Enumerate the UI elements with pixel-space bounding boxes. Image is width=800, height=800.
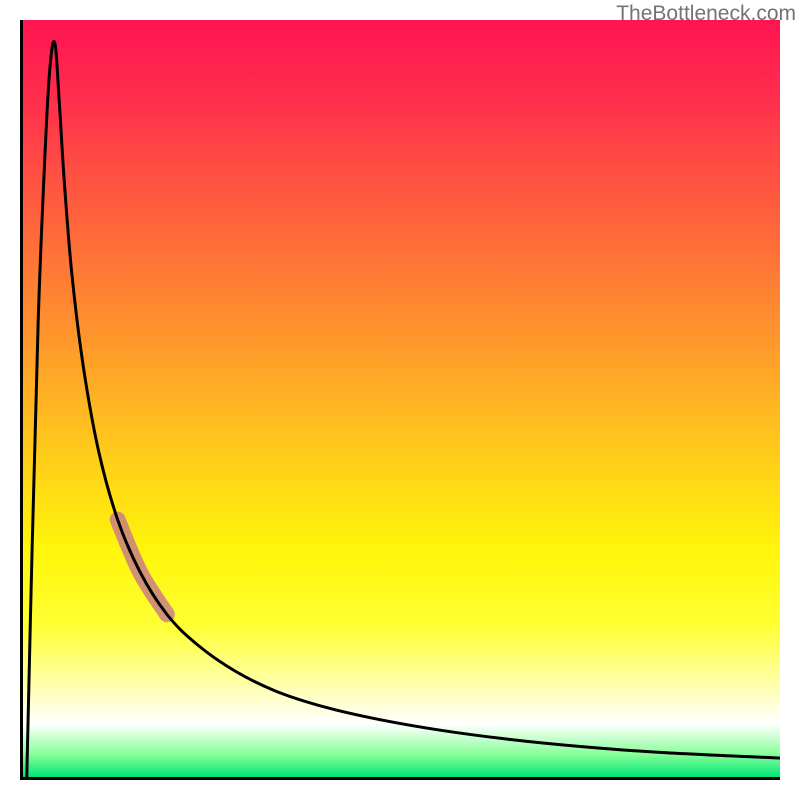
chart-container: TheBottleneck.com (0, 0, 800, 800)
watermark-text: TheBottleneck.com (616, 2, 796, 26)
curve-highlight (118, 520, 167, 615)
curve-layer (23, 20, 780, 777)
curve-line (27, 41, 780, 777)
plot-area (20, 20, 780, 780)
